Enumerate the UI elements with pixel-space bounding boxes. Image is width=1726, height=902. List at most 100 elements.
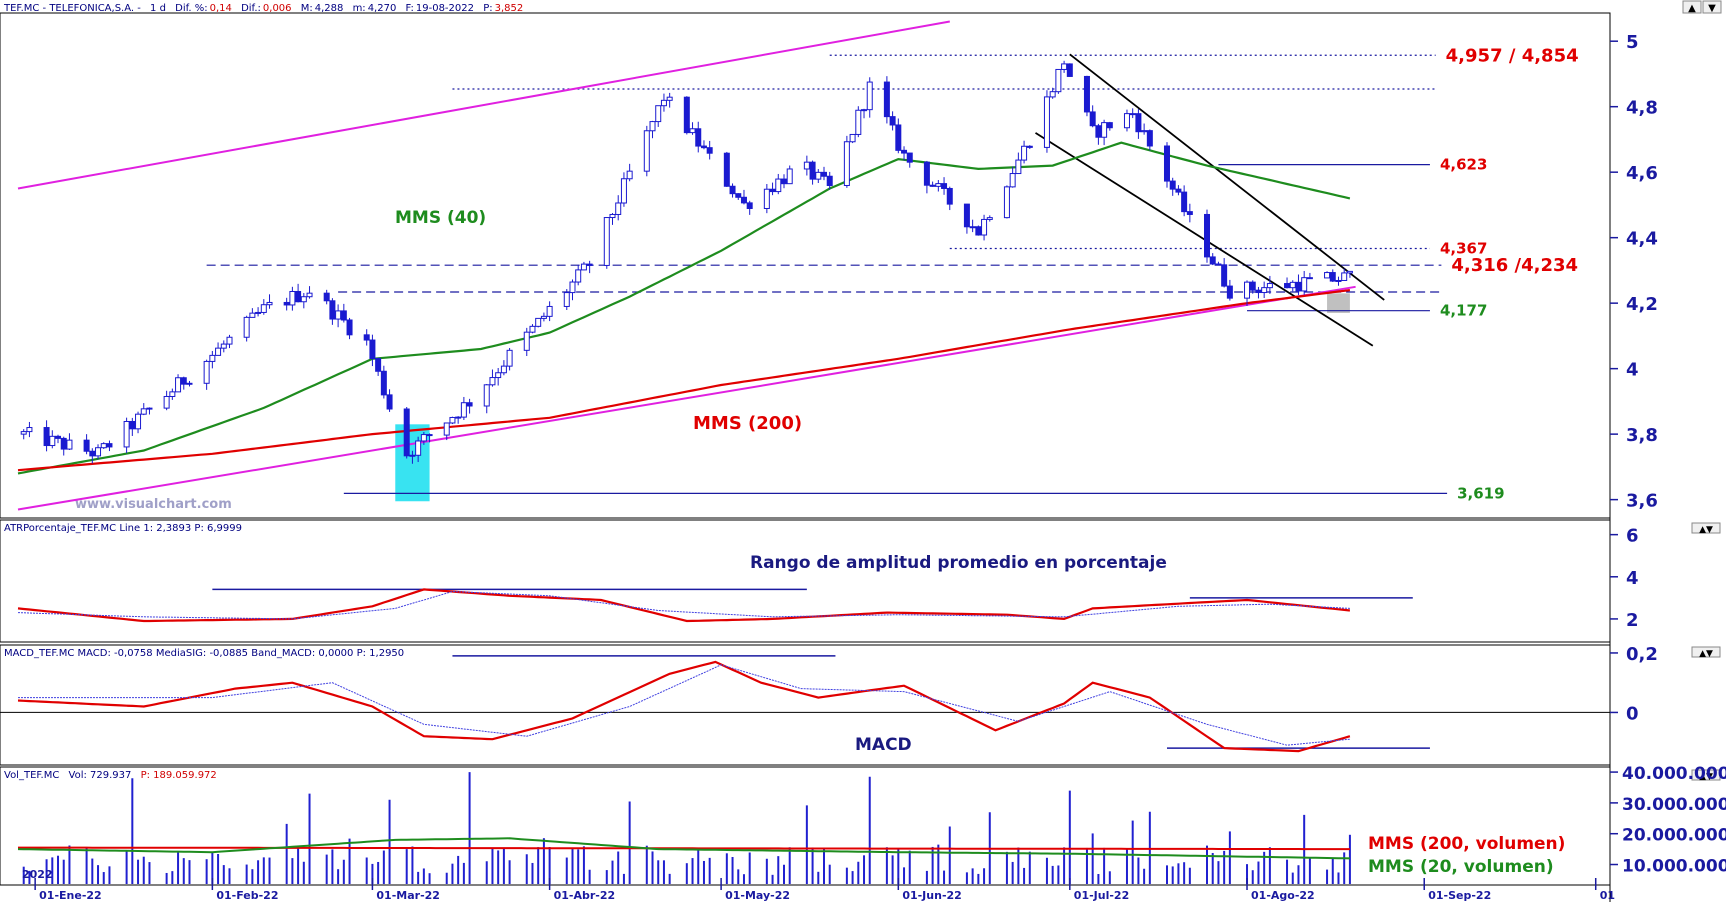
candle-body: [535, 317, 542, 327]
watermark-text: www.visualchart.com: [75, 497, 232, 512]
candle-body: [443, 422, 450, 436]
macd-header: MACD_TEF.MC MACD: -0,0758 MediaSIG: -0,0…: [4, 648, 404, 659]
candle-body: [975, 226, 982, 236]
candle-body: [449, 416, 456, 424]
candle-body: [935, 183, 942, 187]
candle-body: [169, 391, 176, 397]
candle-body: [775, 178, 782, 193]
candle-body: [83, 439, 90, 452]
candle-body: [923, 161, 930, 186]
candle-body: [255, 311, 262, 314]
volume-panel: 40.000.000 30.000.000 20.000.000 10.000.000…: [17, 764, 1726, 884]
candle-body: [386, 394, 393, 410]
candle-body: [415, 440, 422, 456]
candle-body: [346, 319, 353, 336]
candle-body: [1043, 96, 1050, 148]
macd-panel-controls[interactable]: ▲▼: [1691, 646, 1721, 659]
volume-ma-label-1: MMS (20, volumen): [1368, 857, 1554, 877]
candle-body: [1015, 159, 1022, 175]
candle-body: [1049, 91, 1056, 98]
price-ma-line-1: [17, 289, 1351, 472]
candle-body: [455, 416, 462, 419]
highlight-box-end: [1327, 293, 1350, 313]
atr-ytick-label: 4: [1626, 568, 1639, 589]
candle-body: [1129, 113, 1136, 116]
candle-body: [1255, 289, 1262, 294]
candle-body: [1181, 191, 1188, 213]
candle-body: [43, 427, 50, 447]
candle-body: [335, 310, 342, 320]
candle-body: [735, 193, 742, 198]
price-ma-line-0: [17, 141, 1351, 475]
annotation-mms200: MMS (200): [693, 413, 802, 434]
candle-body: [1169, 180, 1176, 190]
candle-body: [1226, 285, 1233, 299]
candle-body: [55, 435, 62, 439]
price-panel-controls[interactable]: ▲ ▼: [1682, 0, 1722, 14]
candle-body: [380, 370, 387, 396]
volume-ytick-label: 10.000.000: [1622, 857, 1726, 877]
trendline-2: [1069, 53, 1385, 301]
x-tick-label: 01-Ago-22: [1251, 889, 1315, 902]
candle-body: [1346, 270, 1353, 274]
candle-body: [1089, 111, 1096, 127]
candle-body: [883, 81, 890, 118]
candle-body: [981, 218, 988, 236]
candle-body: [1095, 125, 1102, 138]
atr-panel-controls[interactable]: ▲▼: [1691, 522, 1721, 535]
x-tick-label: 01-Jul-22: [1074, 889, 1129, 902]
candle-body: [1284, 283, 1291, 289]
candle-body: [643, 130, 650, 172]
volume-panel-controls[interactable]: ▲▼: [1691, 769, 1721, 782]
candle-body: [620, 178, 627, 204]
volume-ytick-label: 40.000.000: [1622, 764, 1726, 784]
candle-body: [186, 382, 193, 385]
candle-body: [523, 331, 530, 351]
volume-ma-line-1: [17, 837, 1350, 860]
candle-body: [529, 325, 536, 333]
candle-body: [603, 217, 610, 266]
candle-body: [426, 434, 433, 437]
trendline-0: [17, 20, 950, 190]
atr-line-0: [17, 588, 1351, 623]
candle-body: [403, 408, 410, 457]
candle-body: [1163, 145, 1170, 182]
candle-body: [106, 443, 113, 448]
candle-body: [780, 178, 787, 185]
price-ytick-label: 3,8: [1626, 425, 1658, 446]
candle-body: [243, 316, 250, 338]
x-axis: 01-Ene-22 01-Feb-22 01-Mar-22 01-Abr-22 01-M…: [22, 868, 1615, 902]
candle-body: [826, 175, 833, 187]
candle-body: [1055, 68, 1062, 93]
candle-body: [563, 292, 570, 307]
candle-body: [363, 334, 370, 341]
candle-body: [786, 168, 793, 185]
candle-body: [1061, 63, 1068, 70]
candle-body: [295, 290, 302, 303]
candle-body: [963, 203, 970, 228]
candle-body: [1141, 130, 1148, 133]
candle-body: [546, 305, 553, 317]
x-tick-label: 01-Feb-22: [216, 889, 278, 902]
candle-body: [1186, 211, 1193, 215]
candle-body: [49, 435, 56, 447]
candle-body: [649, 121, 656, 132]
candle-body: [746, 202, 753, 209]
trendline-1: [17, 285, 1356, 511]
macd-ytick-label: 0: [1626, 703, 1639, 724]
candle-body: [60, 437, 67, 450]
candle-body: [586, 263, 593, 266]
candle-body: [1003, 186, 1010, 219]
candle-body: [283, 301, 290, 306]
candle-body: [901, 149, 908, 154]
candle-body: [1295, 281, 1302, 292]
macd-line-0: [17, 660, 1351, 753]
candle-body: [855, 109, 862, 135]
level-label-6: 4,177: [1440, 302, 1487, 320]
candle-body: [500, 365, 507, 374]
macd-line-1: [18, 664, 1350, 746]
candle-body: [740, 196, 747, 204]
candle-body: [1215, 263, 1222, 266]
svg-text:▲▼: ▲▼: [1699, 772, 1713, 782]
